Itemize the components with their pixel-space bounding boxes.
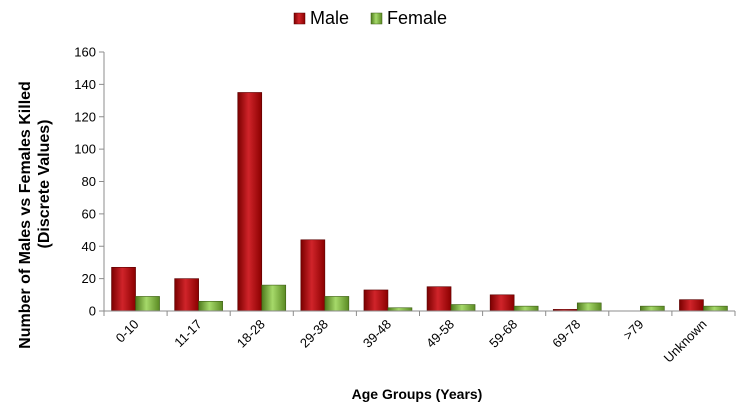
bar-female-49-58 <box>450 304 476 312</box>
y-tick-label: 120 <box>74 109 96 124</box>
bar-male-49-58 <box>426 286 452 312</box>
y-tick-label: 0 <box>89 304 96 319</box>
bar-male-29-38 <box>300 239 326 312</box>
x-tick-label: >79 <box>620 317 646 343</box>
bar-male-11-17 <box>174 278 199 312</box>
x-axis-title: Age Groups (Years) <box>352 386 483 402</box>
bar-female-29-38 <box>324 296 350 312</box>
legend: Male Female <box>293 8 447 28</box>
bars <box>111 92 728 312</box>
x-tick-label: 11-17 <box>171 317 204 350</box>
y-tick-label: 140 <box>74 77 96 92</box>
x-axis: 0-10 11-17 18-28 29-38 39-48 49-58 59-68 69-78 >… <box>103 311 736 366</box>
y-axis-title-line1: Number of Males vs Females Killed <box>17 81 34 349</box>
y-axis-title-line2: (Discrete Values) <box>36 120 53 249</box>
bar-female-69-78 <box>576 302 602 312</box>
y-axis: 0 20 40 60 80 100 120 140 160 <box>74 45 104 319</box>
bar-male-39-48 <box>363 289 389 312</box>
bar-female-59-68 <box>513 305 539 312</box>
x-tick-label: Unknown <box>661 317 710 366</box>
bar-male-Unknown <box>679 299 704 312</box>
x-tick-label: 0-10 <box>113 317 142 346</box>
bar-male-59-68 <box>489 294 515 312</box>
x-tick-label: 59-68 <box>486 317 520 351</box>
y-tick-label: 160 <box>74 45 96 60</box>
x-tick-label: 18-28 <box>234 317 268 351</box>
bar-male-0-10 <box>111 266 136 312</box>
y-tick-label: 80 <box>82 174 96 189</box>
legend-label-male: Male <box>310 8 349 28</box>
x-tick-label: 49-58 <box>423 317 457 351</box>
y-tick-label: 20 <box>82 271 96 286</box>
x-tick-label: 69-78 <box>549 317 583 351</box>
axes <box>103 52 735 312</box>
y-tick-label: 60 <box>82 206 96 221</box>
bar-female-11-17 <box>198 300 223 312</box>
bar-female-Unknown <box>703 305 728 312</box>
bar-female->79 <box>640 305 665 312</box>
legend-swatch-male <box>293 12 306 25</box>
bar-female-0-10 <box>135 296 160 312</box>
legend-label-female: Female <box>387 8 447 28</box>
y-tick-label: 40 <box>82 239 96 254</box>
bar-female-18-28 <box>261 284 287 312</box>
y-tick-label: 100 <box>74 142 96 157</box>
x-tick-label: 29-38 <box>297 317 331 351</box>
legend-swatch-female <box>370 12 383 25</box>
bar-male-18-28 <box>237 92 263 312</box>
x-tick-label: 39-48 <box>360 317 394 351</box>
